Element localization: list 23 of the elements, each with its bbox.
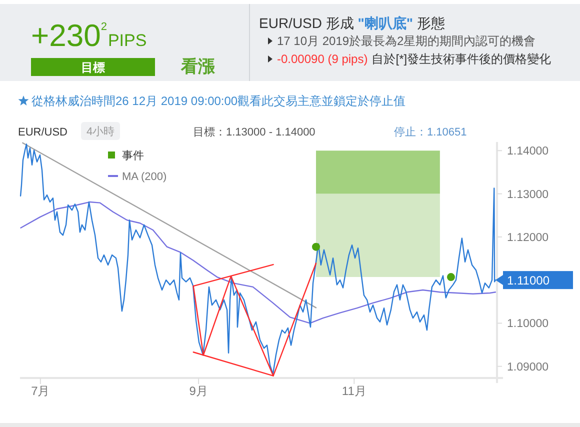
text: +230$^{2}$PIPS [31, 18, 147, 53]
annotation: 1.11000 [507, 273, 550, 288]
chart-title: EUR/USD 形成 "喇叭底" 形態 [259, 15, 445, 31]
y-tick-label: 1.10000 [507, 318, 549, 330]
text: -0.00090 (9 pips) [277, 52, 368, 66]
text: EUR/USD [18, 126, 68, 138]
text: 從格林威治時間26 12月 2019 09:00:00觀看此交易主意並鎖定於停止值 [32, 94, 406, 108]
text: 自於[*]發生技術事件後的價格變化 [372, 52, 552, 66]
x-tick-label: 7月 [31, 384, 50, 398]
legend-label: MA (200) [122, 170, 167, 183]
legend-label: 事件 [122, 148, 144, 162]
y-tick-label: 1.13000 [507, 188, 549, 201]
x-tick-label: 11月 [342, 384, 366, 398]
y-tick-label: 1.14000 [507, 146, 549, 158]
y-tick-label: 1.12000 [507, 232, 549, 244]
y-tick-label: 1.09000 [507, 361, 549, 374]
x-tick-label: 9月 [189, 384, 208, 398]
text: 停止：1.10651 [394, 126, 467, 138]
text: 目標：1.13000 - 1.14000 [193, 126, 316, 138]
text: 4小時 [86, 125, 115, 138]
text: 看漲 [180, 57, 216, 76]
text: 17 10月 2019於最長為2星期的期間內認可的機會 [277, 34, 536, 48]
text: 目標 [81, 60, 105, 74]
